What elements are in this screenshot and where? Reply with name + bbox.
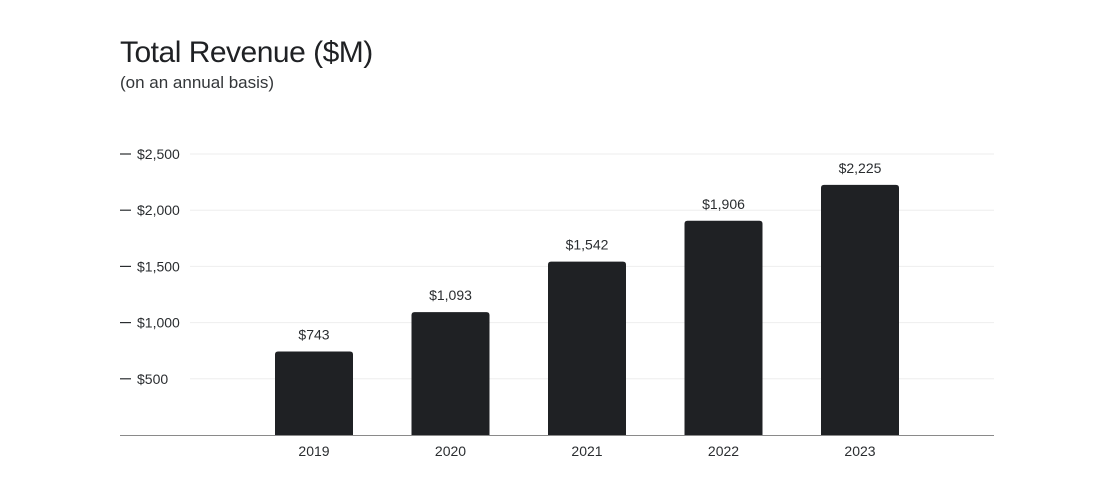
y-axis-ticks: $500 $1,000 $1,500 $2,000 $2,500 — [120, 146, 180, 387]
bar-2021 — [548, 261, 626, 435]
y-tick-label: $1,000 — [137, 315, 180, 331]
value-label: $1,906 — [702, 196, 745, 212]
x-tick-label: 2020 — [435, 443, 466, 459]
y-tick-label: $2,500 — [137, 146, 180, 162]
chart-subtitle: (on an annual basis) — [120, 73, 275, 92]
bar-2020 — [411, 312, 490, 435]
chart-title: Total Revenue ($M) — [120, 36, 373, 69]
value-labels: $743 $1,093 $1,542 $1,906 $2,225 — [298, 160, 881, 343]
value-label: $2,225 — [839, 160, 882, 176]
bar-2019 — [275, 351, 353, 435]
y-tick-label: $1,500 — [137, 258, 180, 274]
y-tick-label: $500 — [137, 371, 168, 387]
value-label: $1,542 — [566, 237, 609, 253]
bar-2022 — [684, 220, 763, 435]
value-label: $743 — [298, 326, 329, 342]
x-tick-label: 2023 — [844, 443, 875, 459]
x-axis-ticks: 2019 2020 2021 2022 2023 — [298, 443, 875, 459]
bar-2023 — [821, 184, 899, 435]
bars — [275, 184, 899, 435]
x-tick-label: 2021 — [571, 443, 602, 459]
x-tick-label: 2019 — [298, 443, 329, 459]
value-label: $1,093 — [429, 287, 472, 303]
x-tick-label: 2022 — [708, 443, 739, 459]
y-tick-label: $2,000 — [137, 202, 180, 218]
